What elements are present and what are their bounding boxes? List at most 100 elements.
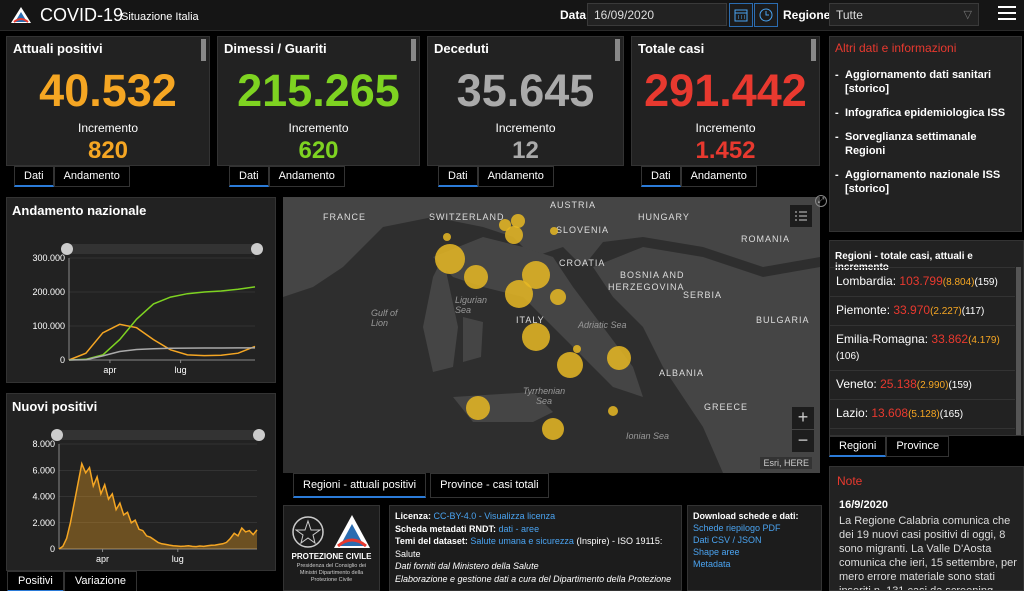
time-button[interactable] bbox=[754, 3, 778, 27]
calendar-button[interactable] bbox=[729, 3, 753, 27]
expand-icon[interactable]: ⤢ bbox=[815, 195, 827, 207]
y-tick-label: 100.000 bbox=[32, 321, 65, 331]
stat-title: Dimessi / Guariti bbox=[224, 41, 327, 56]
region-attuali: (2.227) bbox=[930, 306, 962, 317]
region-select[interactable]: Tutte ▽ bbox=[829, 3, 979, 26]
download-link[interactable]: Schede riepilogo PDF bbox=[693, 523, 781, 533]
stat-panel-attuali: Attuali positivi 40.532 Incremento 820 bbox=[6, 36, 210, 166]
map-sea-label: Tyrrhenian Sea bbox=[522, 386, 566, 406]
series-line bbox=[68, 323, 256, 361]
region-bubble bbox=[505, 280, 533, 308]
zoom-in-button[interactable]: + bbox=[792, 407, 814, 429]
region-total: 25.138 bbox=[880, 377, 917, 391]
info-link[interactable]: Infografica epidemiologica ISS bbox=[835, 106, 1017, 120]
panel-scrollbar[interactable] bbox=[411, 39, 416, 61]
chevron-down-icon: ▽ bbox=[963, 9, 972, 21]
scheda-link[interactable]: dati - aree bbox=[498, 523, 540, 534]
region-row[interactable]: Lazio: 13.608(5.128)(165) bbox=[830, 399, 1015, 428]
range-slider-track bbox=[69, 244, 255, 254]
panel-scrollbar[interactable] bbox=[811, 39, 816, 61]
region-row[interactable]: Emilia-Romagna: 33.862(4.179) (106) bbox=[830, 325, 1015, 370]
tab-andamento[interactable]: Andamento bbox=[477, 166, 554, 187]
legend-button[interactable] bbox=[790, 205, 812, 227]
y-tick-label: 0 bbox=[60, 355, 65, 365]
map-label: ITALY bbox=[516, 315, 545, 325]
license-label: Licenza: bbox=[395, 511, 432, 521]
range-slider-handle bbox=[61, 243, 73, 255]
license-link[interactable]: CC-BY-4.0 - Visualizza licenza bbox=[433, 511, 556, 521]
tab-positivi[interactable]: Positivi bbox=[7, 571, 64, 591]
region-row[interactable]: Lombardia: 103.799(8.804)(159) bbox=[830, 267, 1015, 296]
tab-variazione[interactable]: Variazione bbox=[63, 571, 138, 591]
stat-inc-value: 820 bbox=[87, 137, 129, 164]
range-slider-handle bbox=[51, 429, 63, 441]
app-subtitle: Situazione Italia bbox=[121, 11, 199, 23]
note-panel: Note 16/9/2020 La Regione Calabria comun… bbox=[829, 466, 1024, 591]
tab-dati[interactable]: Dati bbox=[438, 166, 478, 187]
range-slider-handle bbox=[251, 243, 263, 255]
temi-label: Temi del dataset: bbox=[395, 536, 468, 546]
chart-title: Andamento nazionale bbox=[12, 203, 147, 218]
zoom-out-button[interactable]: − bbox=[792, 430, 814, 452]
date-field[interactable]: 16/09/2020 bbox=[587, 3, 727, 26]
tab-andamento[interactable]: Andamento bbox=[680, 166, 757, 187]
note-date: 16/9/2020 bbox=[839, 499, 888, 511]
download-link[interactable]: Dati CSV / JSON bbox=[693, 535, 762, 545]
tab-regioni-attuali[interactable]: Regioni - attuali positivi bbox=[293, 473, 427, 498]
region-bubble bbox=[608, 406, 618, 416]
stat-inc-label: Incremento bbox=[77, 121, 139, 135]
stat-panel-totale: Totale casi 291.442 Incremento 1.452 bbox=[631, 36, 820, 166]
region-label: Regione bbox=[783, 8, 831, 22]
tab-dati[interactable]: Dati bbox=[229, 166, 269, 187]
download-link[interactable]: Metadata bbox=[693, 559, 731, 569]
region-name: Lombardia: bbox=[836, 274, 897, 288]
info-link[interactable]: Aggiornamento dati sanitari [storico] bbox=[835, 68, 1017, 96]
stat-title: Attuali positivi bbox=[13, 41, 103, 56]
region-bubble bbox=[466, 396, 490, 420]
panel-scrollbar[interactable] bbox=[615, 39, 620, 61]
map-attribution: Esri, HERE bbox=[760, 457, 812, 469]
temi-rest: (Inspire) - ISO 19115: Salute bbox=[395, 536, 663, 559]
y-tick-label: 8.000 bbox=[32, 439, 55, 449]
region-increment: (106) bbox=[836, 351, 860, 362]
stat-inc-label: Incremento bbox=[695, 121, 756, 135]
tab-andamento[interactable]: Andamento bbox=[53, 166, 130, 187]
panel-scrollbar[interactable] bbox=[201, 39, 206, 61]
tab-province-casi[interactable]: Province - casi totali bbox=[430, 473, 549, 498]
map-view[interactable]: FRANCE SWITZERLAND AUSTRIA HUNGARY SLOVE… bbox=[283, 197, 820, 473]
stat-tabs-guariti: Dati Andamento bbox=[229, 166, 345, 187]
app-title: COVID-19 bbox=[40, 5, 124, 25]
map-label: AUSTRIA bbox=[550, 200, 597, 210]
y-tick-label: 2.000 bbox=[32, 518, 55, 528]
region-attuali: (2.990) bbox=[916, 380, 949, 391]
stat-value: 40.532 bbox=[39, 65, 177, 116]
region-select-value: Tutte bbox=[836, 8, 863, 22]
info-title: Altri dati e informazioni bbox=[835, 41, 957, 55]
tab-dati[interactable]: Dati bbox=[641, 166, 681, 187]
tab-regioni[interactable]: Regioni bbox=[829, 436, 887, 457]
temi-link[interactable]: Salute umana e sicurezza bbox=[470, 536, 574, 546]
range-slider-handle bbox=[253, 429, 265, 441]
tab-andamento[interactable]: Andamento bbox=[268, 166, 345, 187]
regions-scrollbar[interactable] bbox=[1016, 267, 1021, 435]
region-attuali: (5.128) bbox=[908, 409, 940, 420]
menu-button[interactable] bbox=[998, 6, 1016, 22]
info-link[interactable]: Aggiornamento nazionale ISS [storico] bbox=[835, 168, 1017, 196]
tab-dati[interactable]: Dati bbox=[14, 166, 54, 187]
region-bubble bbox=[443, 233, 451, 241]
regions-panel: Regioni - totale casi, attuali e increme… bbox=[829, 240, 1024, 436]
region-row[interactable]: Veneto: 25.138(2.990)(159) bbox=[830, 370, 1015, 399]
clock-icon bbox=[759, 8, 773, 22]
region-row[interactable]: Piemonte: 33.970(2.227)(117) bbox=[830, 296, 1015, 325]
series-area bbox=[59, 463, 257, 549]
map-label: ALBANIA bbox=[659, 368, 705, 378]
stat-panel-guariti: Dimessi / Guariti 215.265 Incremento 620 bbox=[217, 36, 420, 166]
map-sea-label: Adriatic Sea bbox=[578, 320, 627, 330]
regions-list: Lombardia: 103.799(8.804)(159) Piemonte: … bbox=[830, 267, 1015, 435]
region-row[interactable]: Toscana: 13.304(2.588)(90) bbox=[830, 428, 1015, 435]
region-name: Emilia-Romagna: bbox=[836, 332, 929, 346]
download-link[interactable]: Shape aree bbox=[693, 547, 740, 557]
region-increment: (159) bbox=[974, 277, 998, 288]
info-link[interactable]: Sorveglianza settimanale Regioni bbox=[835, 130, 1017, 158]
tab-province[interactable]: Province bbox=[886, 436, 950, 457]
